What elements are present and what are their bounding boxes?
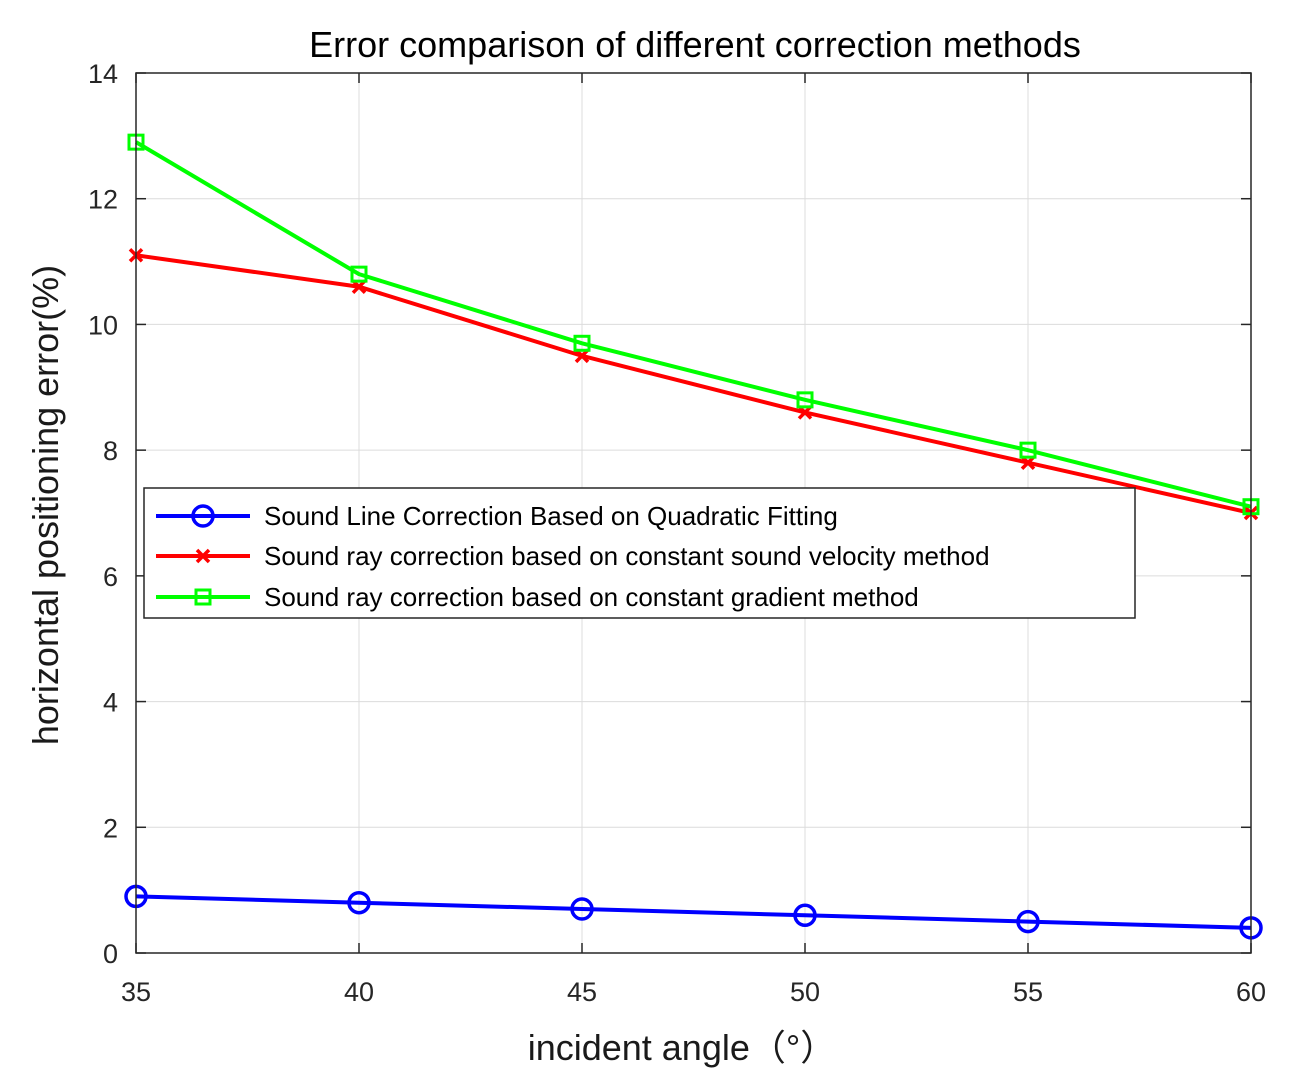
y-axis-label: horizontal positioning error(%) xyxy=(25,265,66,745)
plot-frame xyxy=(135,72,1252,954)
chart-title: Error comparison of different correction… xyxy=(309,24,1081,65)
legend: Sound Line Correction Based on Quadratic… xyxy=(143,487,1136,619)
legend-marker-2-stroke xyxy=(195,548,211,564)
series-3-point xyxy=(1019,441,1037,459)
x-tick-label: 55 xyxy=(1013,977,1043,1007)
y-tick-label: 0 xyxy=(103,939,118,969)
x-tick-label: 60 xyxy=(1236,977,1266,1007)
series-1-point xyxy=(347,890,371,915)
y-tick-label: 2 xyxy=(103,813,118,843)
legend-box xyxy=(143,487,1136,619)
series-2-point-stroke xyxy=(797,405,813,420)
legend-label-2: Sound ray correction based on constant s… xyxy=(264,541,990,571)
y-tick-label: 14 xyxy=(88,59,118,89)
series-line-1 xyxy=(135,894,1252,930)
x-tick-label: 40 xyxy=(344,977,374,1007)
series-line-2 xyxy=(135,253,1252,515)
legend-marker-1 xyxy=(191,504,215,528)
series-layer xyxy=(124,133,1263,940)
x-tick-label: 45 xyxy=(567,977,597,1007)
legend-label-3: Sound ray correction based on constant g… xyxy=(264,582,919,612)
series-3-point xyxy=(796,391,814,409)
series-2-point-stroke xyxy=(351,279,367,294)
y-tick-label: 8 xyxy=(103,436,118,466)
series-3-point xyxy=(573,334,591,352)
series-3-point xyxy=(350,265,368,283)
series-line-3 xyxy=(134,140,1252,509)
series-2-point xyxy=(351,279,367,294)
y-tick-label: 12 xyxy=(88,185,118,215)
axis-ticks: 35 40 45 50 55 60 0 2 4 6 8 10 12 14 xyxy=(88,59,1266,1007)
y-tick-label: 4 xyxy=(103,688,118,718)
series-2-point-stroke xyxy=(1020,455,1036,470)
series-1-point xyxy=(793,903,817,928)
x-tick-label: 50 xyxy=(790,977,820,1007)
series-2-point xyxy=(797,405,813,420)
series-2-point xyxy=(1020,455,1036,470)
series-2-point xyxy=(574,348,590,364)
y-tick-label: 10 xyxy=(88,310,118,340)
x-axis-label: incident angle（°） xyxy=(528,1027,837,1068)
series-2-point-stroke xyxy=(574,348,590,364)
x-tick-label: 35 xyxy=(121,977,151,1007)
series-1-point xyxy=(570,897,594,921)
legend-marker-2 xyxy=(195,548,211,564)
legend-marker-3 xyxy=(194,588,212,606)
y-tick-label: 6 xyxy=(103,562,118,592)
legend-label-1: Sound Line Correction Based on Quadratic… xyxy=(264,501,838,531)
series-1-point xyxy=(1016,909,1040,934)
